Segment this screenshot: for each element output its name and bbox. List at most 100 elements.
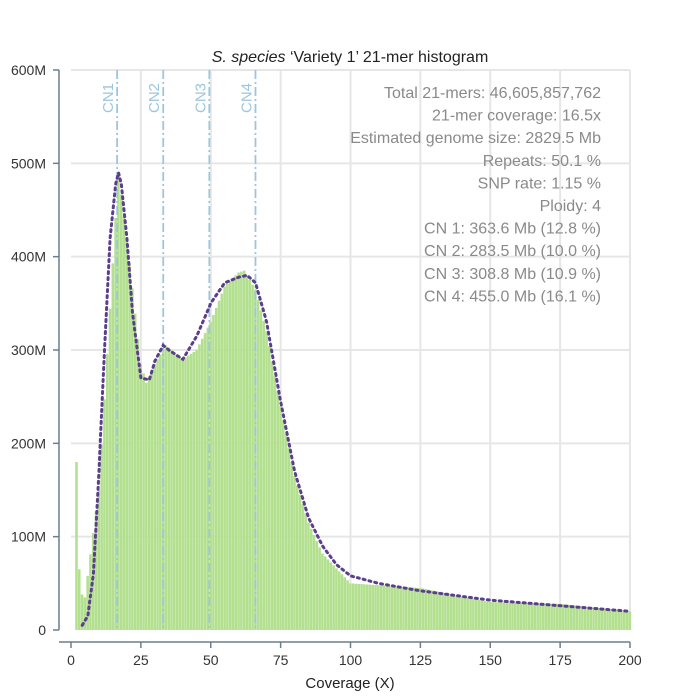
histogram-bar <box>402 586 405 630</box>
histogram-bar <box>463 596 467 630</box>
histogram-bar <box>379 585 383 630</box>
histogram-bar <box>131 288 134 630</box>
histogram-bar <box>240 271 243 630</box>
histogram-bar <box>181 359 184 630</box>
histogram-bar <box>527 603 531 630</box>
histogram-bar <box>332 565 335 630</box>
histogram-bar <box>410 587 414 630</box>
histogram-bar <box>321 553 324 630</box>
histogram-bar <box>623 610 626 630</box>
histogram-bar <box>298 494 302 630</box>
histogram-bar <box>329 562 333 630</box>
histogram-bar <box>435 591 439 630</box>
histogram-bar <box>195 350 198 630</box>
histogram-bar <box>119 194 123 630</box>
histogram-bar <box>346 580 349 630</box>
histogram-bar <box>349 583 352 630</box>
histogram-bar <box>150 370 154 630</box>
histogram-bar <box>418 588 422 630</box>
histogram-bar <box>606 608 609 630</box>
histogram-bar <box>564 604 567 630</box>
histogram-bar <box>446 593 450 630</box>
chart-title-rest: ‘Variety 1’ 21-mer histogram <box>286 49 489 66</box>
stat-annotation: CN 2: 283.5 Mb (10.0 %) <box>424 243 601 260</box>
histogram-bar <box>105 354 109 630</box>
cn-line-label: CN2 <box>146 83 163 113</box>
histogram-bar <box>217 300 221 630</box>
histogram-bar <box>363 584 366 630</box>
y-tick-label: 200M <box>11 435 46 451</box>
histogram-bars <box>75 172 632 630</box>
stat-annotation: Ploidy: 4 <box>540 198 601 215</box>
histogram-bar <box>539 603 542 630</box>
histogram-bar <box>581 606 584 630</box>
histogram-bar <box>86 575 89 630</box>
cn-line-label: CN3 <box>192 83 209 113</box>
x-axis-title: Coverage (X) <box>305 675 394 692</box>
histogram-bar <box>226 283 229 630</box>
histogram-bar <box>377 585 380 630</box>
histogram-bar <box>209 322 212 630</box>
histogram-bar <box>533 603 537 630</box>
histogram-bar <box>583 606 587 630</box>
histogram-bar <box>586 606 590 630</box>
histogram-bar <box>114 218 117 630</box>
histogram-bar <box>603 608 607 630</box>
histogram-bar <box>371 584 375 630</box>
x-tick-label: 50 <box>203 652 219 668</box>
stat-annotation: CN 4: 455.0 Mb (16.1 %) <box>424 288 601 305</box>
histogram-bar <box>609 609 612 630</box>
histogram-bar <box>287 448 291 630</box>
histogram-bar <box>270 361 274 630</box>
histogram-bar <box>357 583 361 630</box>
histogram-bar <box>234 275 238 630</box>
histogram-bar <box>206 327 210 630</box>
histogram-bar <box>167 347 170 630</box>
histogram-bar <box>335 568 338 630</box>
histogram-bar <box>304 513 307 630</box>
histogram-bar <box>477 599 481 630</box>
histogram-bar <box>231 278 235 630</box>
x-tick-label: 175 <box>548 652 572 668</box>
histogram-bar <box>575 605 579 630</box>
histogram-bar <box>592 607 595 630</box>
histogram-bar <box>214 307 218 630</box>
histogram-bar <box>273 376 277 630</box>
histogram-bar <box>223 286 226 630</box>
histogram-bar <box>184 357 187 630</box>
histogram-bar <box>212 314 215 630</box>
histogram-bar <box>159 354 162 630</box>
histogram-bar <box>567 604 570 630</box>
histogram-bar <box>438 591 442 630</box>
x-tick-label: 150 <box>479 652 503 668</box>
histogram-bar <box>449 594 453 630</box>
histogram-bar <box>611 609 615 630</box>
histogram-bar <box>416 587 419 630</box>
histogram-bar <box>203 333 207 630</box>
histogram-bar <box>156 359 159 630</box>
x-tick-label: 75 <box>273 652 289 668</box>
stat-annotation: Estimated genome size: 2829.5 Mb <box>350 130 601 147</box>
histogram-bar <box>550 603 553 630</box>
histogram-bar <box>175 354 179 630</box>
x-tick-label: 0 <box>67 652 75 668</box>
histogram-bar <box>237 272 240 630</box>
histogram-bar <box>145 382 148 630</box>
histogram-bar <box>555 603 559 630</box>
histogram-bar <box>547 603 551 630</box>
histogram-bar <box>153 364 157 630</box>
histogram-bar <box>458 595 461 630</box>
histogram-bar <box>251 284 254 630</box>
histogram-bar <box>516 602 520 630</box>
histogram-bar <box>173 352 176 630</box>
histogram-bar <box>589 607 593 630</box>
histogram-bar <box>405 587 408 630</box>
histogram-bar <box>128 263 131 630</box>
x-tick-label: 125 <box>409 652 433 668</box>
histogram-bar <box>147 376 151 630</box>
histogram-bar <box>597 608 601 630</box>
stat-annotation: CN 3: 308.8 Mb (10.9 %) <box>424 266 601 283</box>
histogram-bar <box>427 589 430 630</box>
histogram-bar <box>189 353 193 630</box>
